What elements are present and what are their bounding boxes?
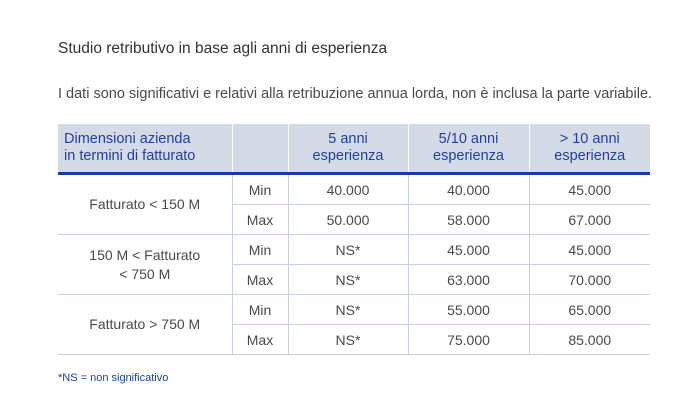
page-subtitle: I dati sono significativi e relativi all… <box>58 86 653 102</box>
table-cell: NS* <box>287 324 408 355</box>
footnote: *NS = non significativo <box>58 372 169 384</box>
header-minmax <box>231 124 288 175</box>
row-group-label-line1: Fatturato < 150 M <box>89 196 201 212</box>
table-cell: 45.000 <box>528 234 650 265</box>
header-5-10-anni: 5/10 anni esperienza <box>407 124 529 175</box>
header-oltre-10-anni-line2: esperienza <box>554 148 626 164</box>
page-title: Studio retributivo in base agli anni di … <box>58 40 388 57</box>
table-cell: 65.000 <box>528 294 650 325</box>
table-cell: NS* <box>287 234 408 265</box>
row-kind: Min <box>231 173 288 205</box>
table-cell: 70.000 <box>528 264 650 295</box>
row-group-label: Fatturato > 750 M <box>58 294 232 355</box>
table-row: Max 50.000 58.000 67.000 <box>58 204 650 235</box>
table-cell: 45.000 <box>407 234 529 265</box>
salary-table: Dimensioni azienda in termini di fattura… <box>58 124 650 355</box>
row-kind: Max <box>231 324 288 355</box>
row-group-label-line1: 150 M < Fatturato <box>89 246 201 263</box>
header-dimension-line1: Dimensioni azienda <box>64 131 191 147</box>
row-kind: Max <box>231 204 288 235</box>
table-cell: 40.000 <box>287 173 408 205</box>
row-kind: Max <box>231 264 288 295</box>
row-group-label-line2: < 750 M <box>119 265 171 282</box>
row-group-label: Fatturato < 150 M <box>58 173 232 235</box>
row-kind: Min <box>231 234 288 265</box>
table-cell: 40.000 <box>407 173 529 205</box>
table-cell: 45.000 <box>528 173 650 205</box>
table-row: Fatturato > 750 M Min NS* 55.000 65.000 <box>58 294 650 355</box>
table-cell: 85.000 <box>528 324 650 355</box>
table-cell: NS* <box>287 264 408 295</box>
header-oltre-10-anni-line1: > 10 anni <box>559 131 620 147</box>
salary-table-body: Fatturato < 150 M Min 40.000 40.000 45.0… <box>58 173 650 355</box>
table-cell: 58.000 <box>407 204 529 235</box>
header-dimension-line2: in termini di fatturato <box>64 148 196 164</box>
table-cell: 55.000 <box>407 294 529 325</box>
table-cell: NS* <box>287 294 408 325</box>
table-row: Max NS* 75.000 85.000 <box>58 324 650 355</box>
salary-table-header: Dimensioni azienda in termini di fattura… <box>58 124 650 175</box>
header-5-10-anni-line2: esperienza <box>433 148 504 164</box>
table-row: Fatturato < 150 M Min 40.000 40.000 45.0… <box>58 173 650 235</box>
header-5-anni: 5 anni esperienza <box>287 124 408 175</box>
header-oltre-10-anni: > 10 anni esperienza <box>528 124 650 175</box>
row-group-label: 150 M < Fatturato < 750 M <box>58 234 232 295</box>
table-cell: 67.000 <box>528 204 650 235</box>
header-dimension: Dimensioni azienda in termini di fattura… <box>58 124 232 175</box>
header-row: Dimensioni azienda in termini di fattura… <box>58 124 650 175</box>
table-cell: 50.000 <box>287 204 408 235</box>
header-5-anni-line1: 5 anni <box>328 131 368 147</box>
table-row: Max NS* 63.000 70.000 <box>58 264 650 295</box>
table-row: 150 M < Fatturato < 750 M Min NS* 45.000… <box>58 234 650 295</box>
table-cell: 63.000 <box>407 264 529 295</box>
row-group-label-line1: Fatturato > 750 M <box>89 316 201 332</box>
header-5-10-anni-line1: 5/10 anni <box>438 131 499 147</box>
table-cell: 75.000 <box>407 324 529 355</box>
row-kind: Min <box>231 294 288 325</box>
header-5-anni-line2: esperienza <box>312 148 384 164</box>
